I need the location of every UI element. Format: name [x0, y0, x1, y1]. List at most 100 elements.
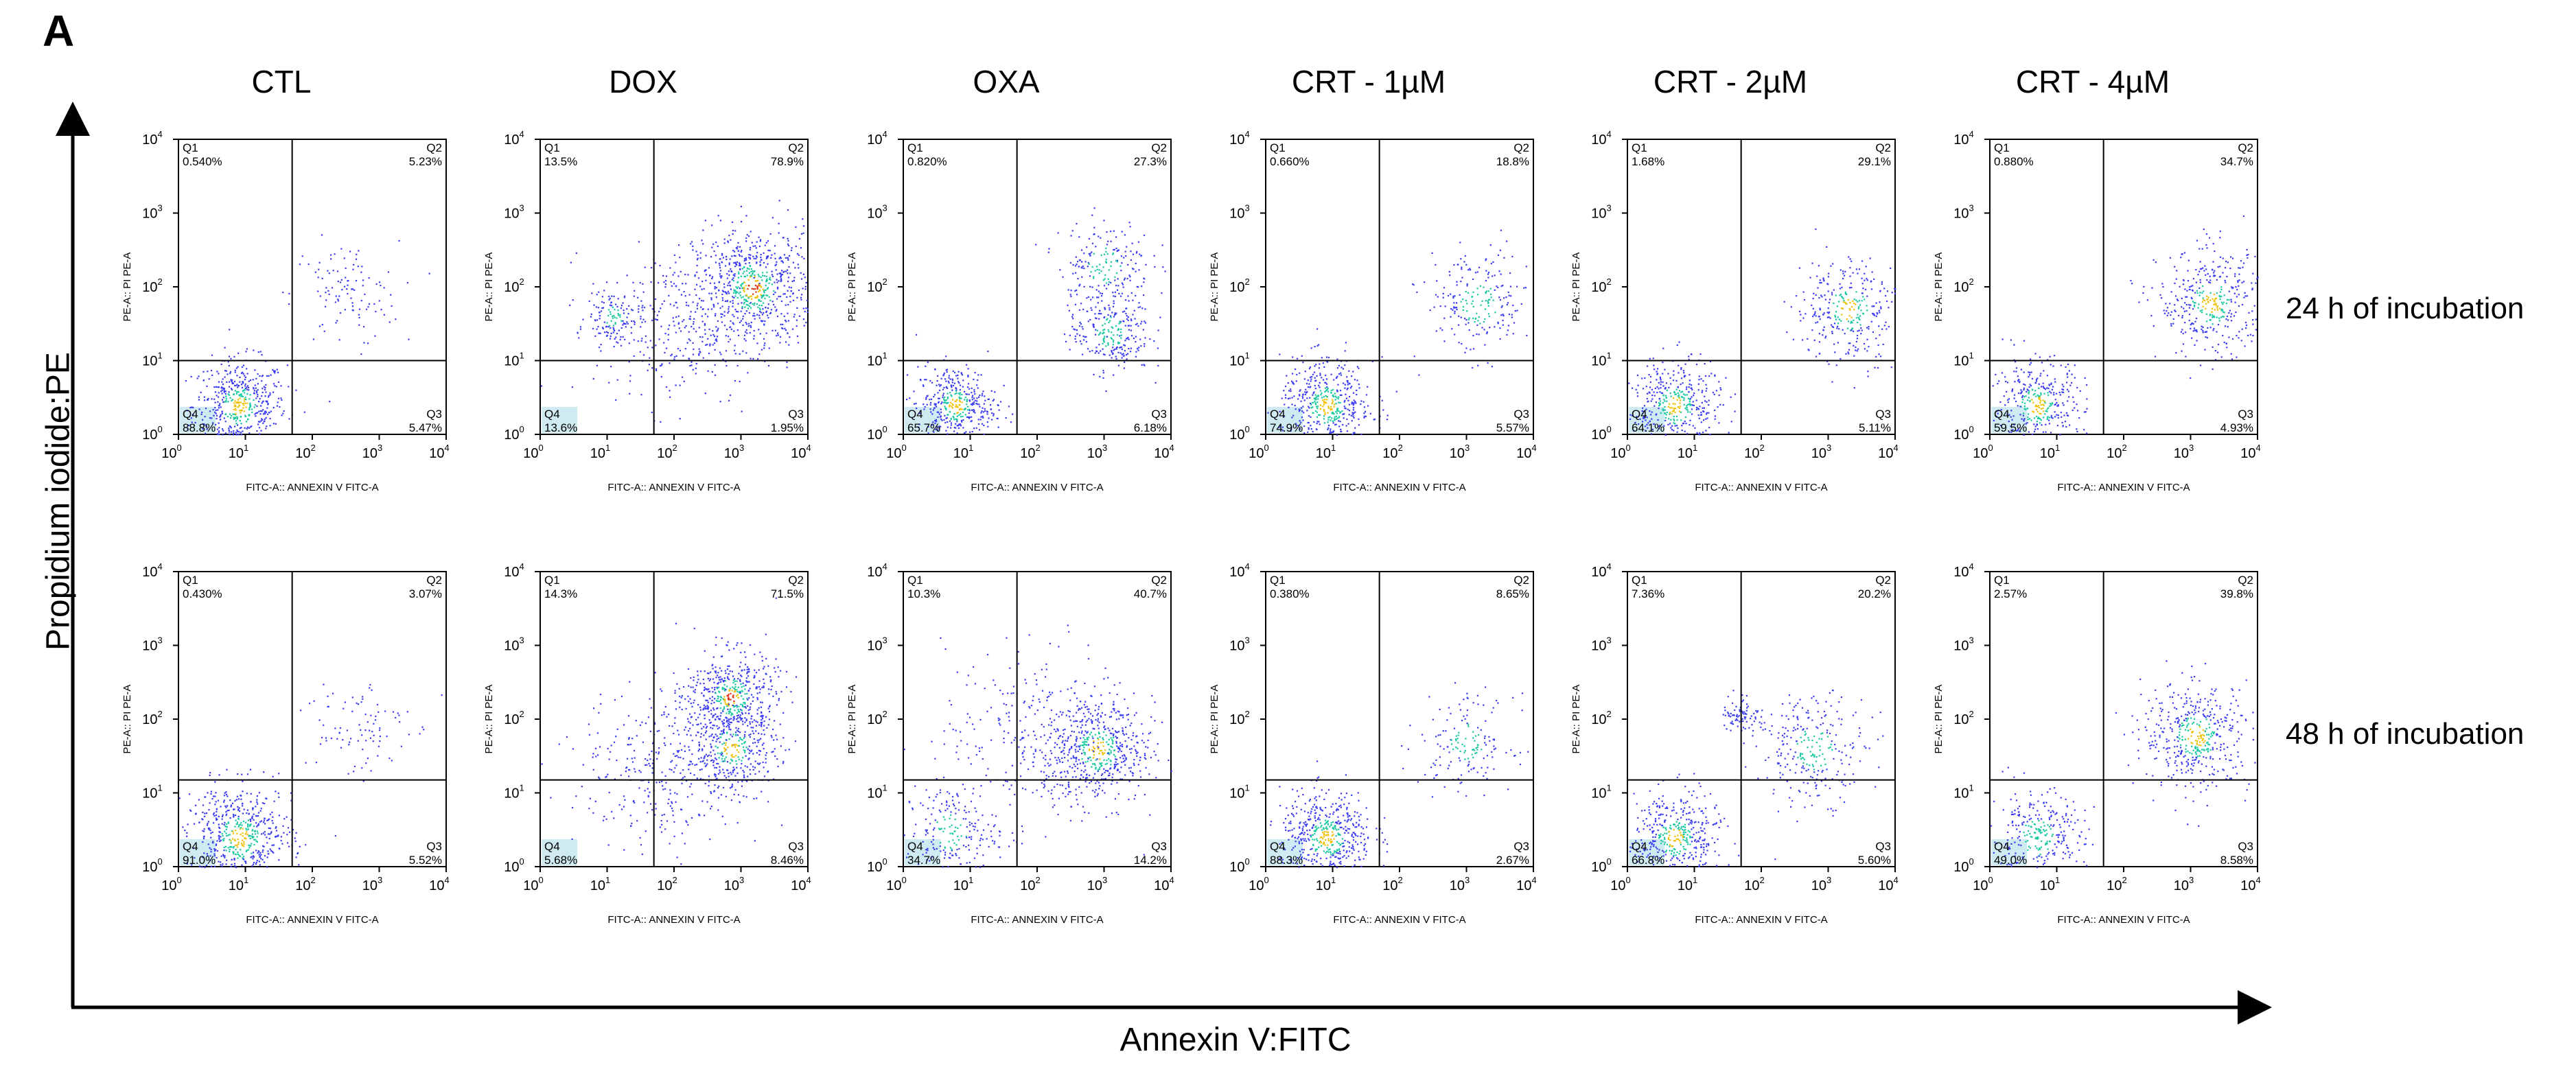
- data-point: [1864, 348, 1866, 350]
- data-point: [1862, 296, 1864, 298]
- data-point: [758, 298, 760, 301]
- data-point: [338, 339, 340, 341]
- data-point: [1338, 417, 1340, 419]
- data-point: [2202, 331, 2204, 333]
- data-point: [2202, 267, 2204, 269]
- data-point: [253, 387, 255, 389]
- data-point: [745, 257, 747, 259]
- data-point: [943, 398, 945, 400]
- data-point: [1295, 380, 1297, 382]
- data-point: [206, 428, 208, 430]
- data-point: [242, 790, 244, 793]
- x-tick-label: 104: [1154, 443, 1174, 461]
- data-point: [1133, 309, 1135, 312]
- data-point: [1093, 207, 1095, 209]
- data-point: [1460, 281, 1462, 283]
- data-point: [1681, 425, 1683, 427]
- data-point: [1871, 271, 1873, 273]
- data-point: [1075, 341, 1077, 343]
- data-point: [1636, 395, 1639, 397]
- data-point: [1381, 399, 1383, 401]
- data-point: [1849, 302, 1851, 304]
- data-point: [967, 375, 969, 377]
- data-point: [784, 327, 786, 329]
- data-point: [1454, 307, 1457, 309]
- data-point: [1835, 311, 1837, 313]
- data-point: [767, 263, 769, 265]
- scatter-points: [178, 683, 443, 869]
- data-point: [232, 847, 234, 849]
- data-point: [2224, 325, 2227, 327]
- data-point: [1659, 391, 1661, 393]
- data-point: [1336, 408, 1339, 410]
- data-point: [781, 260, 783, 262]
- data-point: [686, 342, 688, 344]
- data-point: [1118, 292, 1120, 294]
- data-point: [2028, 391, 2030, 394]
- data-point: [640, 318, 642, 320]
- data-point: [2215, 297, 2217, 299]
- data-point: [229, 329, 231, 331]
- data-point: [1343, 382, 1345, 384]
- data-point: [321, 324, 323, 326]
- data-point: [1783, 301, 1785, 303]
- data-point: [1322, 399, 1324, 401]
- data-point: [964, 397, 966, 399]
- data-point: [1647, 427, 1649, 429]
- data-point: [1307, 386, 1310, 388]
- data-point: [2217, 324, 2220, 326]
- data-point: [1880, 307, 1882, 309]
- q3-percent-label: 4.93%: [2220, 421, 2253, 434]
- data-point: [2235, 312, 2237, 314]
- data-point: [712, 330, 714, 332]
- data-point: [754, 296, 756, 298]
- data-point: [1690, 404, 1692, 406]
- data-point: [383, 314, 385, 316]
- data-point: [2244, 292, 2246, 294]
- data-point: [2074, 407, 2076, 409]
- data-point: [256, 795, 258, 797]
- data-point: [651, 347, 653, 349]
- data-point: [1071, 326, 1074, 328]
- data-point: [947, 380, 949, 382]
- data-point: [1109, 307, 1111, 309]
- data-point: [1473, 348, 1475, 350]
- data-point: [672, 274, 674, 276]
- data-point: [717, 320, 719, 322]
- data-point: [2039, 407, 2041, 409]
- data-point: [1323, 401, 1325, 403]
- data-point: [1131, 242, 1133, 244]
- data-point: [2163, 312, 2166, 314]
- data-point: [1316, 421, 1319, 423]
- data-point: [2086, 384, 2088, 386]
- data-point: [756, 280, 759, 282]
- panel-y-axis-title: PE-A:: PI PE-A: [483, 253, 495, 322]
- data-point: [659, 365, 662, 367]
- data-point: [1698, 434, 1700, 436]
- data-point: [2065, 366, 2067, 368]
- flow-plot-ctl-row2: Q1 0.430% Q2 3.07% Q4 91.0% Q3 5.52% 100 100 101 10…: [103, 559, 480, 971]
- data-point: [2186, 290, 2188, 292]
- x-tick-label: 102: [1382, 443, 1402, 461]
- data-point: [1352, 407, 1355, 409]
- data-point: [1682, 393, 1685, 395]
- data-point: [1660, 381, 1662, 383]
- data-point: [2203, 290, 2205, 292]
- data-point: [629, 380, 631, 382]
- data-point: [2011, 390, 2013, 392]
- data-point: [1650, 414, 1652, 416]
- data-point: [1299, 409, 1301, 411]
- data-point: [758, 283, 761, 285]
- data-point: [1494, 289, 1496, 291]
- data-point: [763, 261, 765, 264]
- data-point: [766, 271, 768, 273]
- data-point: [225, 370, 227, 372]
- data-point: [923, 408, 925, 410]
- data-point: [695, 367, 697, 369]
- data-point: [2022, 412, 2025, 414]
- data-point: [1861, 292, 1864, 294]
- data-point: [743, 270, 745, 272]
- data-point: [266, 425, 268, 427]
- data-point: [268, 375, 270, 377]
- data-point: [253, 399, 255, 401]
